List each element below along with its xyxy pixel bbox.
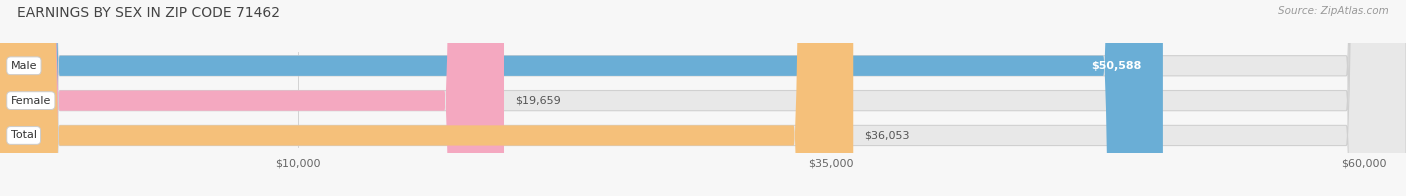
- FancyBboxPatch shape: [0, 0, 853, 196]
- Text: $36,053: $36,053: [863, 131, 910, 141]
- Text: $50,588: $50,588: [1091, 61, 1142, 71]
- Text: Total: Total: [11, 131, 37, 141]
- FancyBboxPatch shape: [0, 0, 1163, 196]
- FancyBboxPatch shape: [0, 0, 503, 196]
- Text: Female: Female: [11, 96, 51, 106]
- Text: Source: ZipAtlas.com: Source: ZipAtlas.com: [1278, 6, 1389, 16]
- Text: $19,659: $19,659: [515, 96, 561, 106]
- Text: Male: Male: [11, 61, 37, 71]
- Text: EARNINGS BY SEX IN ZIP CODE 71462: EARNINGS BY SEX IN ZIP CODE 71462: [17, 6, 280, 20]
